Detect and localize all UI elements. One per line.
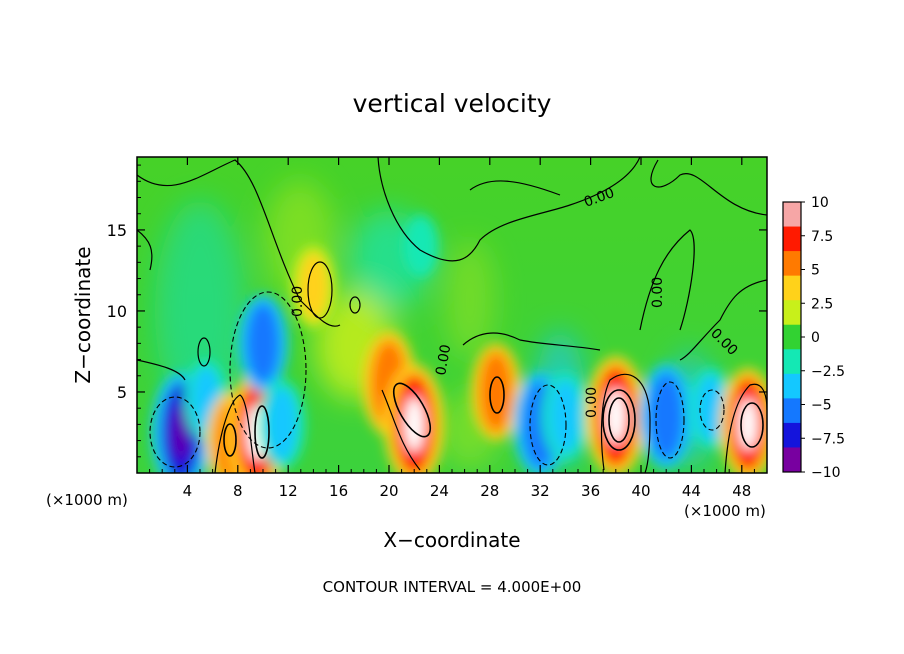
colorbar-swatch — [783, 373, 801, 399]
x-tick-label: 16 — [329, 482, 348, 500]
x-unit-label-right: (×1000 m) — [684, 502, 766, 520]
contour-zero-6 — [462, 332, 601, 351]
colorbar-label: −10 — [811, 465, 841, 481]
x-axis: 4 8 12 16 20 24 28 32 36 40 44 48 — [149, 157, 755, 500]
contour-zero-16 — [214, 394, 256, 473]
colorbar-swatch — [783, 275, 801, 301]
velocity-cell — [298, 252, 328, 321]
colorbar-swatch — [783, 202, 801, 228]
y-tick-label: 15 — [107, 221, 127, 240]
colorbar-label: 2.5 — [811, 296, 833, 312]
colorbar-label: 5 — [811, 263, 820, 279]
colorbar-swatch — [783, 349, 801, 375]
colorbar-swatch — [783, 226, 801, 252]
colorbar-swatch — [783, 324, 801, 350]
contour-zero-15 — [724, 383, 767, 473]
contour-zero-4 — [650, 159, 767, 216]
velocity-cell-core — [171, 404, 192, 460]
velocity-cell — [408, 220, 433, 273]
x-tick-label: 4 — [183, 482, 193, 500]
contour-pos-4 — [740, 402, 764, 448]
colorbar: 10 7.5 5 2.5 0 −2.5 −5 −7.5 −10 — [782, 195, 845, 481]
contour-neg-4 — [655, 381, 685, 459]
field-cyan-left — [155, 200, 245, 420]
contour-zero-7 — [639, 229, 695, 331]
contour-pos-3 — [254, 405, 270, 459]
contour-interval-label: CONTOUR INTERVAL = 4.000E+00 — [323, 578, 582, 596]
contour-lines — [137, 157, 767, 473]
contour-label: 0.00 — [584, 387, 600, 418]
contour-zero-1 — [137, 159, 341, 327]
plot-area: 0.00 0.00 0.00 0.00 0.00 0.00 — [137, 157, 767, 473]
contour-neg-3 — [529, 384, 567, 466]
contour-zero-3 — [469, 180, 561, 196]
velocity-cell — [648, 372, 684, 460]
chart-title: vertical velocity — [353, 89, 552, 118]
x-tick-label: 8 — [233, 482, 243, 500]
colorbar-label: −5 — [811, 398, 832, 414]
contour-zero-12 — [137, 229, 153, 271]
x-tick-label: 48 — [732, 482, 751, 500]
contour-label: 0.00 — [650, 277, 666, 308]
colorbar-label: 10 — [811, 195, 829, 211]
velocity-cell-core — [404, 396, 425, 452]
x-axis-title: X−coordinate — [383, 528, 520, 552]
contour-pos-2 — [392, 382, 432, 438]
contour-lines-negative — [149, 291, 725, 468]
velocity-cell — [246, 302, 280, 384]
velocity-cell — [695, 374, 725, 443]
contour-zero-2 — [377, 157, 641, 262]
contour-zero-14 — [600, 373, 651, 473]
velocity-cell — [266, 387, 298, 462]
contour-neg-2 — [229, 291, 307, 449]
y-axis: 5 10 15 — [107, 164, 767, 458]
y-tick-label: 10 — [107, 302, 127, 321]
colorbar-swatch — [783, 398, 801, 424]
contour-c9 — [307, 261, 333, 319]
contour-pos-6 — [223, 423, 237, 457]
contour-neg-1 — [149, 396, 201, 468]
y-axis-title: Z−coordinate — [71, 246, 95, 383]
x-tick-label: 32 — [531, 482, 550, 500]
velocity-cell — [479, 351, 513, 433]
x-tick-label: 28 — [480, 482, 499, 500]
contour-neg-5 — [699, 389, 725, 431]
contour-zero-8 — [137, 359, 186, 381]
x-tick-label: 12 — [279, 482, 298, 500]
x-tick-label: 20 — [379, 482, 398, 500]
x-tick-label: 40 — [631, 482, 650, 500]
contour-pos-5 — [489, 376, 505, 414]
colorbar-swatch — [783, 300, 801, 326]
colorbar-label: 0 — [811, 330, 820, 346]
contour-zero-13 — [381, 389, 421, 471]
colorbar-swatch — [783, 422, 801, 448]
contour-pos-1b — [608, 397, 630, 443]
contour-c10 — [197, 337, 211, 367]
colorbar-swatch — [783, 447, 801, 473]
field-yg-2 — [445, 240, 495, 360]
colorbar-label: −7.5 — [811, 431, 845, 447]
colorbar-label: 7.5 — [811, 229, 833, 245]
x-tick-label: 36 — [581, 482, 600, 500]
x-tick-label: 44 — [682, 482, 701, 500]
velocity-cells — [151, 214, 767, 473]
colorbar-swatch — [783, 251, 801, 277]
x-unit-label-left: (×1000 m) — [46, 491, 128, 509]
contour-zero-5 — [679, 279, 767, 361]
x-tick-label: 24 — [430, 482, 449, 500]
contour-lines-strong — [223, 376, 764, 459]
contour-label: 0.00 — [290, 286, 306, 317]
y-tick-label: 5 — [117, 383, 127, 402]
contour-pos-1 — [602, 389, 636, 451]
contour-label: 0.00 — [433, 343, 454, 376]
contour-c11 — [349, 296, 361, 314]
colorbar-label: −2.5 — [811, 364, 845, 380]
